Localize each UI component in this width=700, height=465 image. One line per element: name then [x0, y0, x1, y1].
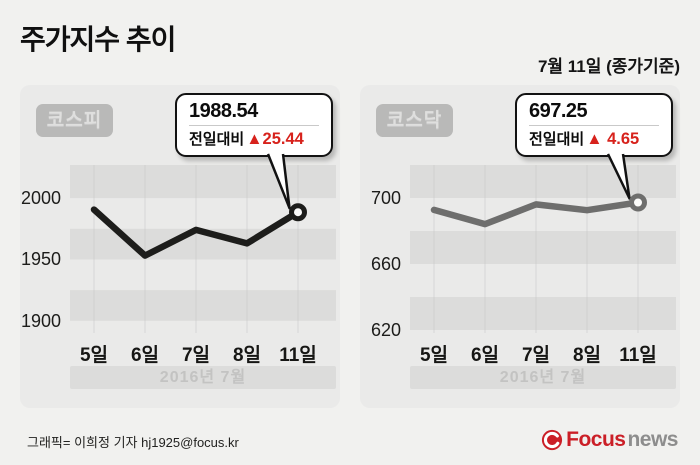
stripe-band: [70, 165, 336, 199]
graphic-credit: 그래픽= 이희정 기자 hj1925@focus.kr: [27, 435, 239, 450]
kospi-y-axis: 2000 1950 1900: [20, 165, 64, 333]
kosdaq-x-axis: 5일 6일 7일 8일 11일: [410, 340, 676, 366]
date-note: 7월 11일 (종가기준): [537, 57, 680, 76]
x-tick-label: 8일: [572, 345, 602, 366]
logo-text-news: news: [627, 428, 678, 451]
kosdaq-month-band: 2016년 7월: [410, 366, 676, 389]
kosdaq-plot-area: [410, 165, 676, 333]
stripe-band: [410, 297, 676, 330]
x-tick-label: 5일: [79, 345, 109, 366]
x-tick-label: 5일: [419, 345, 449, 366]
logo-text-focus: Focus: [566, 428, 626, 451]
kospi-x-axis: 5일 6일 7일 8일 11일: [70, 340, 336, 366]
x-tick-label: 6일: [470, 345, 500, 366]
x-tick-label: 7일: [181, 345, 211, 366]
stripe-band: [70, 290, 336, 321]
y-tick-label: 620: [370, 320, 401, 341]
y-tick-label: 1900: [20, 310, 61, 331]
y-tick-label: 1950: [20, 249, 61, 270]
kospi-month-band: 2016년 7월: [70, 366, 336, 389]
kosdaq-badge: 코스닥: [376, 104, 453, 137]
stripe-band: [410, 165, 676, 198]
callout-divider: [529, 125, 659, 126]
page-title: 주가지수 추이: [20, 24, 176, 55]
kosdaq-callout-row: 전일대비 ▲ 4.65: [529, 129, 659, 150]
kosdaq-callout-value: 697.25: [529, 100, 588, 122]
kospi-badge: 코스피: [36, 104, 113, 137]
index-line: [90, 206, 302, 259]
stripe-band: [410, 231, 676, 264]
focus-news-logo-icon: [542, 429, 563, 451]
x-tick-label: 11일: [619, 345, 657, 366]
kosdaq-y-axis: 700 660 620: [360, 165, 404, 340]
kospi-callout-label: 전일대비: [189, 131, 245, 148]
focus-news-logo: Focus news: [541, 428, 678, 452]
kospi-callout-value: 1988.54: [189, 100, 258, 122]
x-tick-label: 6일: [130, 345, 160, 366]
kospi-plot-area: [70, 165, 336, 333]
y-tick-label: 2000: [20, 188, 61, 209]
y-tick-label: 660: [370, 254, 401, 275]
kospi-line-chart: [70, 165, 336, 333]
kospi-callout-delta: ▲25.44: [246, 130, 304, 148]
kosdaq-line-chart: [410, 165, 676, 333]
kosdaq-chart-card: 코스닥 700 660 620 5일 6일 7일 8일 11일 2016년 7월 697.2…: [360, 85, 680, 408]
y-tick-label: 700: [370, 188, 401, 208]
kosdaq-callout-label: 전일대비: [529, 131, 585, 148]
kospi-callout-row: 전일대비 ▲25.44: [189, 129, 319, 150]
kosdaq-callout-delta: ▲ 4.65: [586, 130, 640, 148]
x-tick-label: 11일: [279, 345, 317, 366]
kospi-callout: 1988.54 전일대비 ▲25.44: [175, 93, 333, 157]
x-tick-label: 8일: [232, 345, 262, 366]
kospi-chart-card: 코스피 2000 1950 1900 5일 6일 7일 8일 11일 2016년 7월 19…: [20, 85, 340, 408]
x-tick-label: 7일: [521, 345, 551, 366]
kosdaq-callout: 697.25 전일대비 ▲ 4.65: [515, 93, 673, 157]
callout-divider: [189, 125, 319, 126]
index-line: [430, 199, 642, 228]
